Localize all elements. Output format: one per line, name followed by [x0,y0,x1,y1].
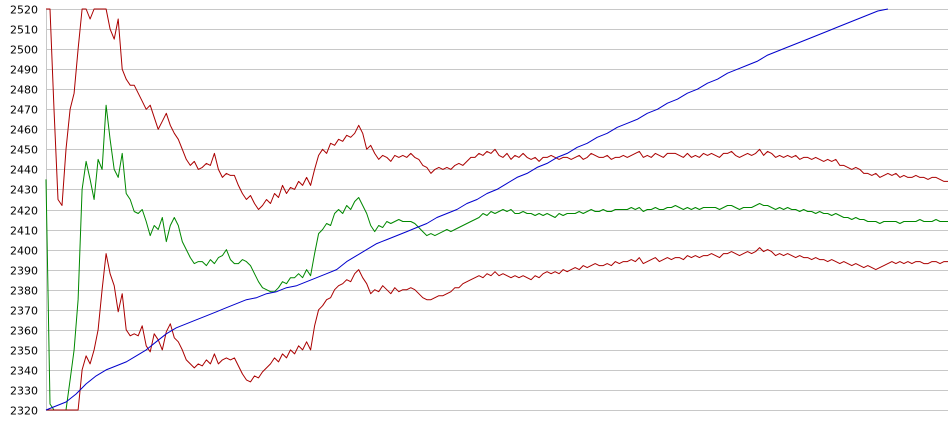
y-tick-label: 2320 [10,405,38,418]
y-axis: 2520 2510 2500 2490 2480 2470 2460 2450 2440 2430… [10,4,47,418]
series-group [45,8,948,411]
y-tick-label: 2380 [10,285,38,298]
series-line-middle [45,104,948,411]
y-tick-label: 2520 [10,4,38,17]
y-tick-label: 2460 [10,124,38,137]
y-tick-label: 2420 [10,205,38,218]
y-tick-label: 2400 [10,245,38,258]
y-tick-label: 2360 [10,325,38,338]
y-tick-label: 2430 [10,184,38,197]
y-tick-label: 2390 [10,265,38,278]
y-tick-label: 2340 [10,365,38,378]
series-line-upper [46,8,948,210]
y-tick-label: 2330 [10,385,38,398]
y-tick-label: 2470 [10,104,38,117]
y-tick-label: 2370 [10,305,38,318]
y-tick-label: 2450 [10,144,38,157]
y-tick-label: 2410 [10,225,38,238]
y-tick-label: 2490 [10,64,38,77]
y-tick-label: 2350 [10,345,38,358]
grid [46,9,948,411]
y-tick-label: 2440 [10,164,38,177]
y-tick-label: 2480 [10,84,38,97]
series-line-lower [46,247,948,411]
y-tick-label: 2510 [10,24,38,37]
series-line-trend [45,8,888,411]
y-tick-label: 2500 [10,44,38,57]
